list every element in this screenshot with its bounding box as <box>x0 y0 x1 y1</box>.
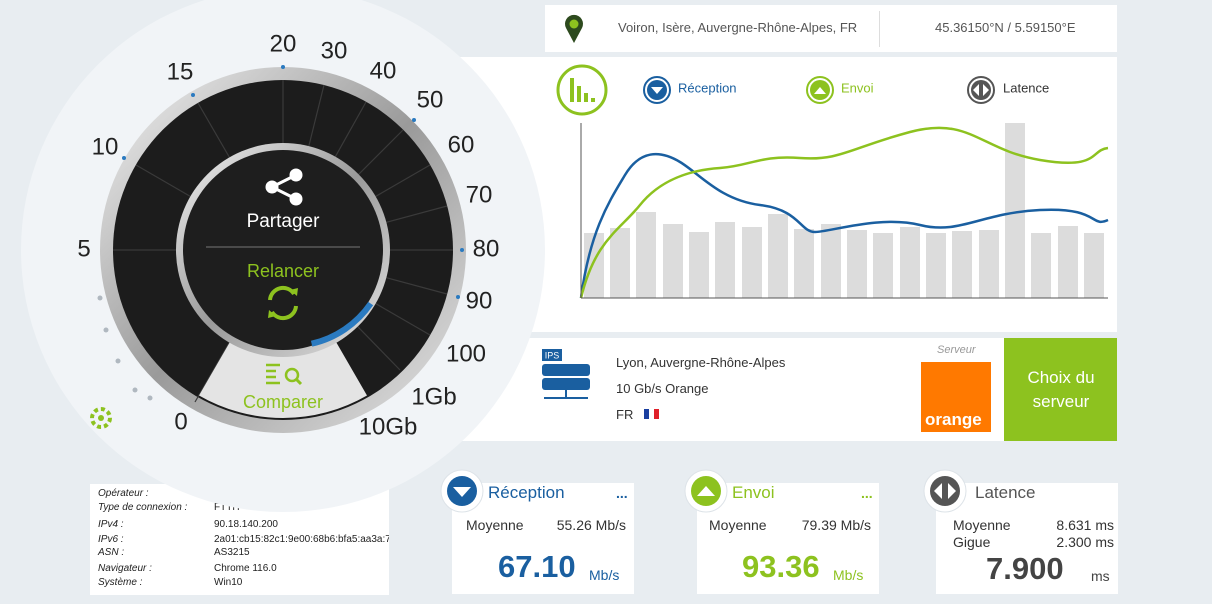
scale-dots <box>97 295 153 401</box>
settings-icon <box>98 415 104 421</box>
info-label: Système : <box>98 577 143 588</box>
server-offer: 10 Gb/s Orange <box>616 381 709 396</box>
card-value: 7.900 <box>986 551 1064 586</box>
info-value: FTTH <box>214 502 240 513</box>
card-more[interactable]: ... <box>616 485 628 501</box>
info-value: Win10 <box>214 577 243 588</box>
orange-logo-text: orange <box>925 410 982 429</box>
share-icon[interactable] <box>265 168 303 206</box>
scale-label: 1Gb <box>411 383 456 410</box>
gauge-dial <box>113 80 453 420</box>
flag <box>644 409 659 419</box>
compare-icon <box>294 377 303 386</box>
choose-server-label[interactable]: Choix du serveur <box>1027 368 1095 411</box>
scale-label: 20 <box>270 30 297 57</box>
row-label: Moyenne <box>709 517 767 533</box>
choose-server-button[interactable] <box>1004 338 1117 441</box>
dial-sectors <box>113 80 453 403</box>
card-value: 67.10 <box>498 549 576 584</box>
row-value: 2.300 ms <box>1056 534 1114 550</box>
server-country: FR <box>616 407 634 422</box>
restart-arrows <box>268 288 298 318</box>
row-label: Gigue <box>953 534 991 550</box>
scale-label: 15 <box>167 58 194 85</box>
restart-label[interactable]: Relancer <box>247 261 319 281</box>
settings-icon[interactable] <box>90 407 112 429</box>
info-label: Type de connexion : <box>98 502 188 513</box>
scale-label: 0 <box>174 408 187 435</box>
orange-logo <box>921 362 991 432</box>
scale-label: 10Gb <box>359 413 418 440</box>
card-title: Envoi <box>732 483 775 502</box>
gauge-bezel <box>100 67 466 433</box>
server-city: Lyon, Auvergne-Rhône-Alpes <box>616 355 786 370</box>
divider <box>879 11 880 47</box>
row-value: 79.39 Mb/s <box>801 517 871 533</box>
chart-panel <box>455 57 1117 332</box>
row-label: Moyenne <box>953 517 1011 533</box>
center-button[interactable] <box>183 150 383 350</box>
compare-wedge[interactable] <box>199 341 367 419</box>
scale-label: 50 <box>417 86 444 113</box>
restart-icon[interactable] <box>268 285 298 321</box>
info-label: Navigateur : <box>98 563 152 574</box>
card-unit: ms <box>1091 568 1110 584</box>
info-label: ASN : <box>98 547 125 558</box>
scale-label: 5 <box>77 235 90 262</box>
location-place: Voiron, Isère, Auvergne-Rhône-Alpes, FR <box>618 20 858 35</box>
result-card: Latence Moyenne 8.631 ms Gigue 2.300 ms … <box>936 483 1118 594</box>
location-coords: 45.36150°N / 5.59150°E <box>935 20 1076 35</box>
card-value: 93.36 <box>742 549 820 584</box>
card-more[interactable]: ... <box>861 485 873 501</box>
info-label: IPv6 : <box>98 534 124 545</box>
info-value: 2a01:cb15:82c1:9e00:68b6:bfa5:aa3a:7 <box>214 534 389 545</box>
row-value: 55.26 Mb/s <box>556 517 626 533</box>
compare-icon <box>284 367 300 383</box>
card-unit: Mb/s <box>833 567 864 583</box>
scale-label: 40 <box>370 57 397 84</box>
info-value: AS3215 <box>214 547 250 558</box>
scale-label: 10 <box>92 133 119 160</box>
info-box: Opérateur : Orange Type de connexion : F… <box>90 484 389 595</box>
card-unit: Mb/s <box>589 567 620 583</box>
info-value: Chrome 116.0 <box>214 563 277 574</box>
result-card: Envoi ... Moyenne 79.39 Mb/s 93.36 Mb/s <box>697 483 879 594</box>
card-title: Latence <box>975 483 1036 502</box>
result-card: Réception ... Moyenne 55.26 Mb/s 67.10 M… <box>452 483 634 594</box>
scale-labels: 0 5 10 15 20 30 40 50 60 70 80 90 100 1G… <box>77 30 499 440</box>
progress-arc <box>310 301 374 347</box>
row-value: 8.631 ms <box>1056 517 1114 533</box>
server-label: Serveur <box>937 344 976 356</box>
compare-label[interactable]: Comparer <box>243 392 323 412</box>
info-value: Orange <box>214 488 248 499</box>
info-label: Opérateur : <box>98 488 149 499</box>
compare-icon[interactable] <box>266 363 280 385</box>
row-label: Moyenne <box>466 517 524 533</box>
info-label: IPv4 : <box>98 519 124 530</box>
share-label[interactable]: Partager <box>247 211 321 232</box>
scale-marks <box>122 65 464 299</box>
location-bar: Voiron, Isère, Auvergne-Rhône-Alpes, FR … <box>545 5 1117 52</box>
info-value: 90.18.140.200 <box>214 519 278 530</box>
center-ring <box>176 143 390 357</box>
card-title: Réception <box>488 483 565 502</box>
scale-label: 30 <box>321 37 348 64</box>
